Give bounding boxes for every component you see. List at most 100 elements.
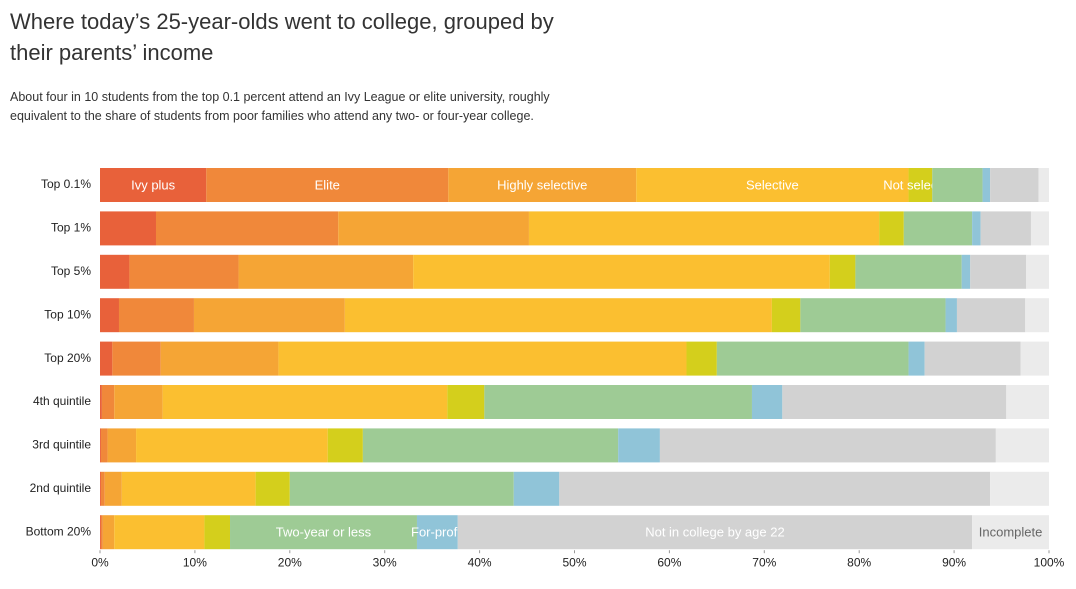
bar-segment: [1020, 341, 1049, 376]
bar-segment: [972, 211, 981, 246]
bar-segment: [114, 515, 205, 550]
bar-segment: [956, 298, 1026, 333]
bar-segment: [107, 428, 137, 463]
bar-segment: [100, 341, 113, 376]
bar-segment: [908, 341, 925, 376]
row-label: Top 1%: [51, 221, 91, 235]
bar-segment: [945, 298, 957, 333]
bar-segment: [100, 298, 119, 333]
bar-segment: [659, 428, 996, 463]
row-label: 4th quintile: [33, 394, 91, 408]
bar-segment: [362, 428, 619, 463]
bar-segment: [751, 385, 783, 419]
bar-segment: [100, 168, 207, 202]
row-label: Top 20%: [44, 351, 91, 365]
bar-segment: [102, 515, 115, 550]
bar-segment: [484, 385, 752, 419]
bar-segment: [327, 428, 363, 463]
bar-segment: [995, 428, 1049, 463]
bar-segment: [101, 385, 115, 419]
bar-segment: [160, 341, 279, 376]
bar-segment: [136, 428, 328, 463]
bar-segment: [100, 428, 101, 463]
row-label: Top 10%: [44, 307, 91, 321]
bar-segment: [230, 515, 417, 550]
bar-segment: [903, 211, 973, 246]
bar-segment: [416, 515, 458, 550]
bar-segment: [686, 341, 717, 376]
segment-label: Incomplete: [979, 525, 1043, 540]
bar-segment: [972, 515, 1049, 550]
x-tick-label: 60%: [657, 555, 681, 569]
bar-segment: [118, 298, 194, 333]
x-tick-label: 20%: [278, 555, 302, 569]
bar-segment: [457, 515, 973, 550]
bar-segment: [100, 515, 103, 550]
bar-segment: [104, 471, 122, 506]
bar-segment: [100, 515, 101, 550]
segment-label: Not in college by age 22: [645, 525, 784, 540]
bar-segment: [879, 211, 904, 246]
bar-segment: [1025, 298, 1049, 333]
segment-label: Selective: [746, 177, 799, 192]
x-tick-label: 10%: [183, 555, 207, 569]
bar-segment: [100, 471, 101, 506]
bar-segment: [344, 298, 772, 333]
bar-segment: [618, 428, 660, 463]
bar-segment: [238, 254, 414, 289]
bar-segment: [990, 168, 1039, 202]
bar-segment: [100, 254, 130, 289]
segment-label: Two-year or less: [276, 525, 372, 540]
bar-segment: [559, 471, 991, 506]
row-label: 3rd quintile: [32, 438, 91, 452]
segment-label: Elite: [315, 177, 340, 192]
bar-segment: [1026, 254, 1049, 289]
bar-segment: [932, 168, 983, 202]
bar-segment: [100, 211, 156, 246]
row-label: Top 0.1%: [41, 177, 91, 191]
bar-segment: [908, 168, 933, 202]
bar-segment: [1038, 168, 1049, 202]
bar-segment: [990, 471, 1049, 506]
chart-subtitle: About four in 10 students from the top 0…: [10, 90, 550, 123]
bar-segment: [112, 341, 161, 376]
bar-segment: [413, 254, 830, 289]
bar-segment: [448, 168, 637, 202]
bar-segment: [100, 385, 102, 419]
bar-segment: [924, 341, 1021, 376]
bar-segment: [204, 515, 231, 550]
bar-segment: [855, 254, 962, 289]
bar-segment: [289, 471, 514, 506]
x-tick-label: 0%: [91, 555, 109, 569]
bar-segment: [1006, 385, 1049, 419]
row-label: 2nd quintile: [30, 481, 92, 495]
segment-label: Ivy plus: [131, 177, 176, 192]
bar-segment: [1030, 211, 1049, 246]
bar-segment: [800, 298, 946, 333]
bar-segment: [193, 298, 345, 333]
row-label: Top 5%: [51, 264, 91, 278]
bar-segment: [447, 385, 485, 419]
bar-segment: [155, 211, 339, 246]
segment-label: For-profit: [411, 525, 464, 540]
x-tick-label: 90%: [942, 555, 966, 569]
bar-segment: [528, 211, 880, 246]
bar-segment: [129, 254, 239, 289]
bar-segment: [100, 428, 108, 463]
bar-segment: [513, 471, 560, 506]
x-tick-label: 40%: [468, 555, 492, 569]
bar-segment: [255, 471, 290, 506]
bar-segment: [829, 254, 856, 289]
x-tick-label: 80%: [847, 555, 871, 569]
bar-segment: [278, 341, 687, 376]
row-label: Bottom 20%: [26, 524, 92, 538]
bar-segment: [338, 211, 529, 246]
bar-segment: [782, 385, 1007, 419]
bar-segment: [100, 471, 105, 506]
x-tick-label: 30%: [373, 555, 397, 569]
bar-segment: [121, 471, 256, 506]
bar-segment: [114, 385, 163, 419]
chart-title: Where today’s 25-year-olds went to colle…: [10, 9, 554, 65]
